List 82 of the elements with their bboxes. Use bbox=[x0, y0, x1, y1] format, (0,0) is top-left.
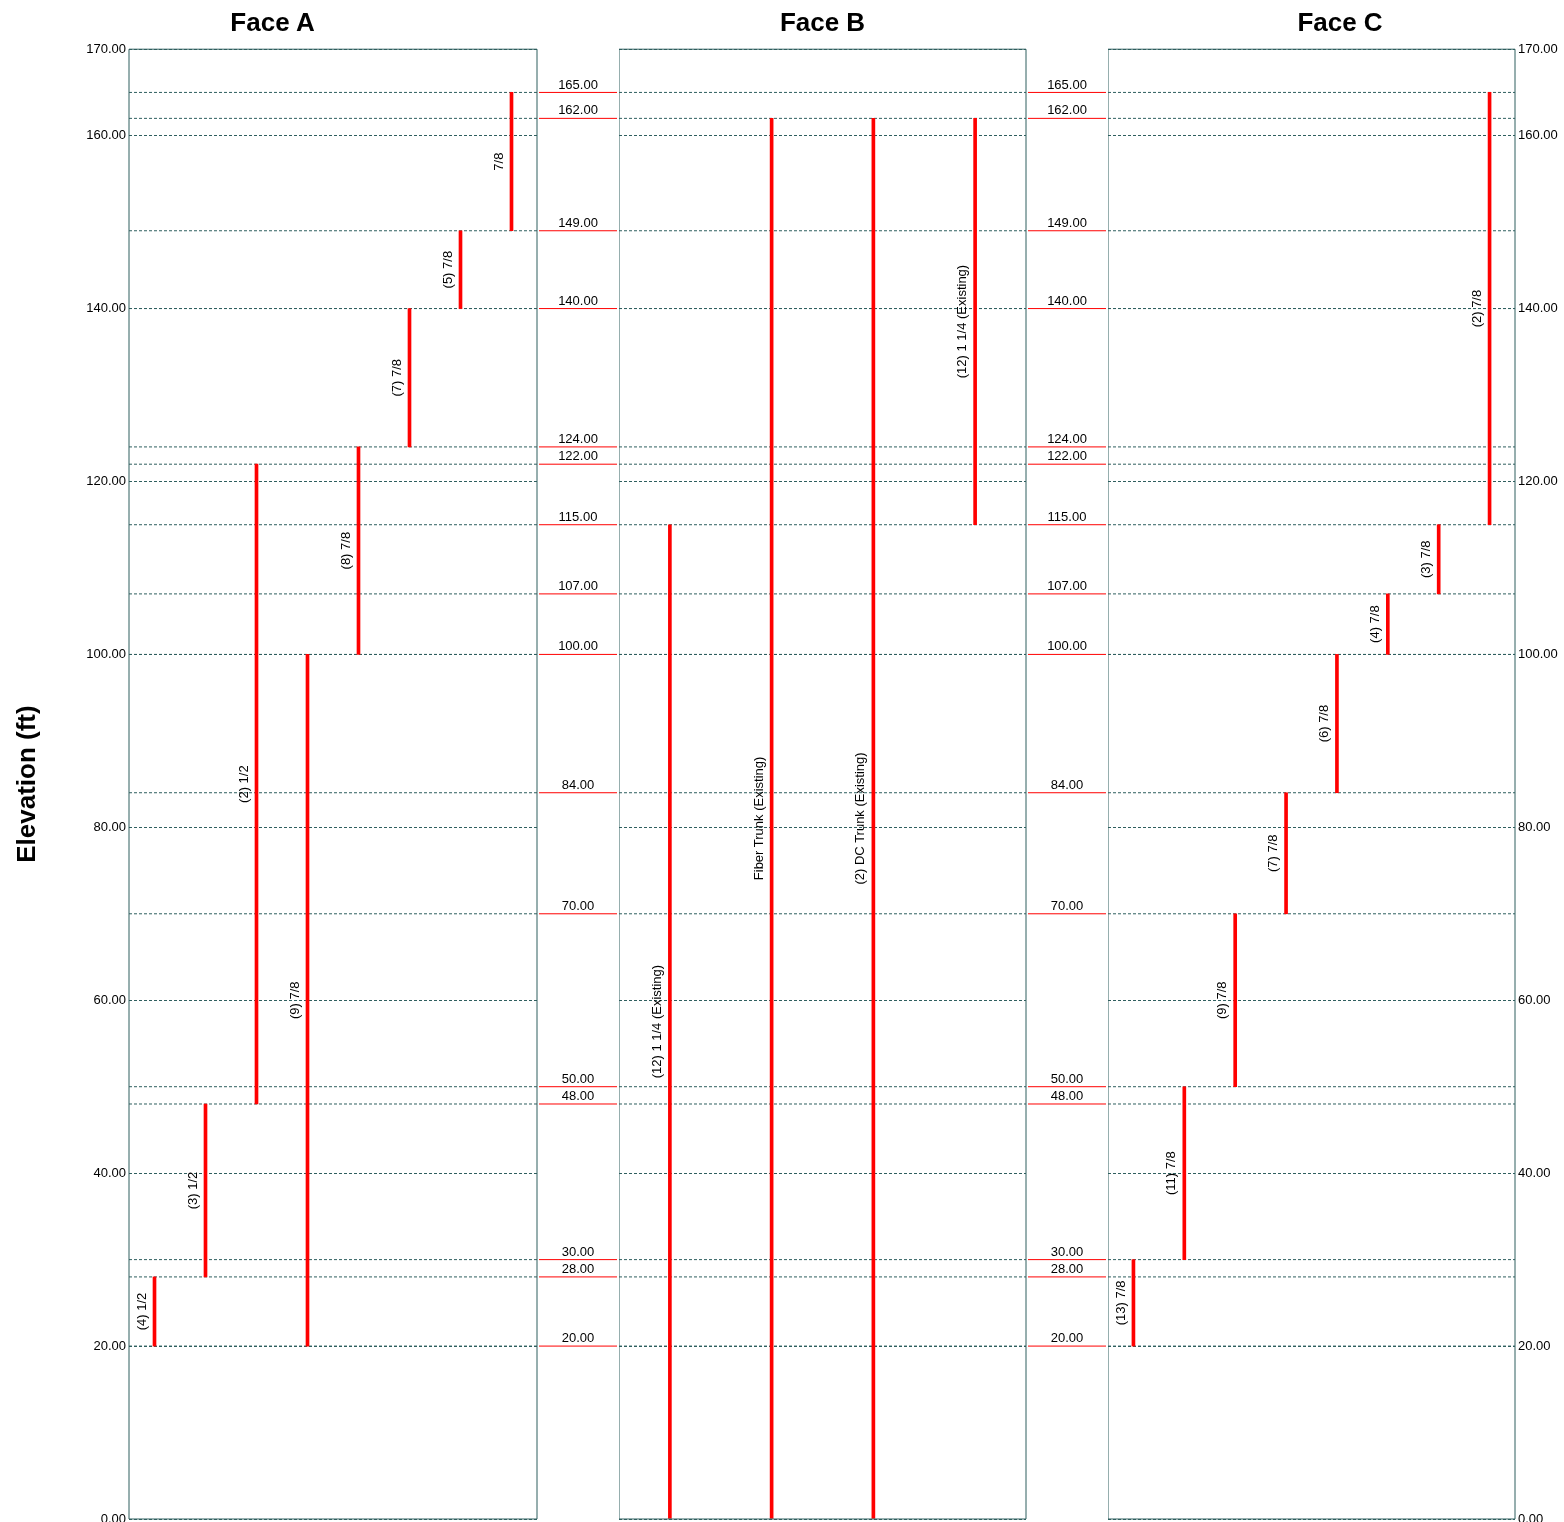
y-tick-label: 160.00 bbox=[1518, 127, 1558, 143]
ref-line-label: 100.00 bbox=[1047, 638, 1087, 654]
ref-line-label: 149.00 bbox=[1047, 214, 1087, 230]
chart-title: Face C bbox=[1297, 6, 1383, 37]
category-label: (12) 1 1/4 (Existing) bbox=[954, 264, 970, 379]
bar bbox=[1284, 792, 1288, 915]
bar bbox=[1385, 593, 1390, 655]
x-tick-label: (2) 1/2 bbox=[235, 765, 251, 803]
x-tick-label: (8) 7/8 bbox=[337, 531, 353, 570]
ref-line-label: 48.00 bbox=[1050, 1088, 1084, 1104]
ref-line-label: 48.00 bbox=[561, 1088, 595, 1104]
y-tick-label: 60.00 bbox=[1518, 991, 1551, 1007]
ref-line-label: 107.00 bbox=[1047, 577, 1087, 593]
ref-line-label: 162.00 bbox=[1047, 102, 1087, 118]
y-tick-label: 80.00 bbox=[1518, 818, 1551, 834]
y-tick-label: 120.00 bbox=[1518, 473, 1558, 489]
ref-line-label: 28.00 bbox=[1050, 1260, 1084, 1276]
y-tick-label: 100.00 bbox=[1518, 645, 1558, 661]
x-tick-label: (4) 7/8 bbox=[1366, 605, 1382, 643]
y-tick-label: 170.00 bbox=[1518, 40, 1558, 56]
y-tick-label: 80.00 bbox=[93, 818, 126, 834]
ref-line-label: 122.00 bbox=[558, 448, 598, 464]
ref-line-label: 165.00 bbox=[558, 76, 598, 92]
ref-line-label: 20.00 bbox=[1050, 1330, 1084, 1346]
y-tick-label: 0.00 bbox=[100, 1510, 126, 1522]
ref-line-label: 122.00 bbox=[1047, 448, 1087, 464]
y-tick-label: 140.00 bbox=[1518, 300, 1558, 316]
x-tick-label: (3) 1/2 bbox=[184, 1171, 200, 1210]
ref-line-label: 100.00 bbox=[558, 638, 598, 654]
ref-line-label: 28.00 bbox=[561, 1260, 595, 1276]
x-tick-label: (13) 7/8 bbox=[1112, 1280, 1128, 1326]
ref-line-label: 124.00 bbox=[1047, 430, 1087, 446]
y-tick-label: 100.00 bbox=[86, 645, 126, 661]
chart-title: Face B bbox=[779, 6, 866, 37]
ref-line-label: 149.00 bbox=[558, 214, 598, 230]
x-tick-label: (6) 7/8 bbox=[1316, 704, 1332, 743]
ref-line-label: 30.00 bbox=[561, 1243, 595, 1259]
bar bbox=[1335, 654, 1339, 794]
y-axis-title: Elevation (ft) bbox=[10, 705, 41, 863]
y-tick-label: 20.00 bbox=[93, 1337, 126, 1353]
ref-line-label: 50.00 bbox=[1050, 1070, 1084, 1086]
ref-line-label: 165.00 bbox=[1047, 76, 1087, 92]
x-tick-label: (7) 7/8 bbox=[388, 358, 404, 397]
ref-line-label: 50.00 bbox=[561, 1070, 595, 1086]
y-tick-label: 120.00 bbox=[86, 473, 126, 489]
ref-line-label: 124.00 bbox=[558, 430, 598, 446]
y-tick-label: 20.00 bbox=[1518, 1337, 1551, 1353]
x-tick-label: (2) 7/8 bbox=[1468, 289, 1484, 328]
y-tick-label: 40.00 bbox=[93, 1164, 126, 1180]
x-tick-label: (9) 7/8 bbox=[1214, 981, 1230, 1020]
x-tick-label: 7/8 bbox=[490, 152, 506, 171]
ref-line-label: 70.00 bbox=[1050, 897, 1084, 913]
ref-line-label: 20.00 bbox=[561, 1330, 595, 1346]
x-tick-label: (11) 7/8 bbox=[1163, 1151, 1179, 1196]
x-tick-label: (3) 7/8 bbox=[1417, 540, 1433, 579]
y-tick-label: 140.00 bbox=[86, 300, 126, 316]
ref-line-label: 162.00 bbox=[558, 102, 598, 118]
bar bbox=[1436, 524, 1441, 595]
ref-line-label: 140.00 bbox=[558, 292, 598, 308]
ref-line-label: 84.00 bbox=[561, 776, 595, 792]
bar bbox=[1233, 913, 1238, 1088]
x-tick-label: (4) 1/2 bbox=[133, 1292, 149, 1331]
ref-line-label: 70.00 bbox=[561, 897, 595, 913]
y-tick-label: 0.00 bbox=[1518, 1510, 1544, 1522]
x-tick-label: (7) 7/8 bbox=[1265, 834, 1281, 873]
ref-line-label: 115.00 bbox=[1047, 508, 1087, 524]
category-label: (12) 1 1/4 (Existing) bbox=[648, 964, 664, 1079]
ref-line-label: 107.00 bbox=[558, 577, 598, 593]
ref-line-label: 140.00 bbox=[1047, 292, 1087, 308]
bar bbox=[1182, 1086, 1187, 1260]
chart-title: Face A bbox=[230, 6, 315, 37]
y-tick-label: 40.00 bbox=[1518, 1164, 1551, 1180]
x-tick-label: (9) 7/8 bbox=[286, 981, 302, 1020]
category-label: (2) DC Trunk (Existing) bbox=[852, 752, 868, 885]
ref-line-label: 115.00 bbox=[558, 508, 598, 524]
ref-line-label: 30.00 bbox=[1050, 1243, 1084, 1259]
x-tick-label: (5) 7/8 bbox=[439, 250, 455, 289]
y-tick-label: 60.00 bbox=[93, 991, 126, 1007]
y-tick-label: 170.00 bbox=[86, 40, 126, 56]
ref-line-label: 84.00 bbox=[1050, 776, 1084, 792]
y-tick-label: 160.00 bbox=[86, 127, 126, 143]
category-label: Fiber Trunk (Existing) bbox=[750, 756, 766, 881]
